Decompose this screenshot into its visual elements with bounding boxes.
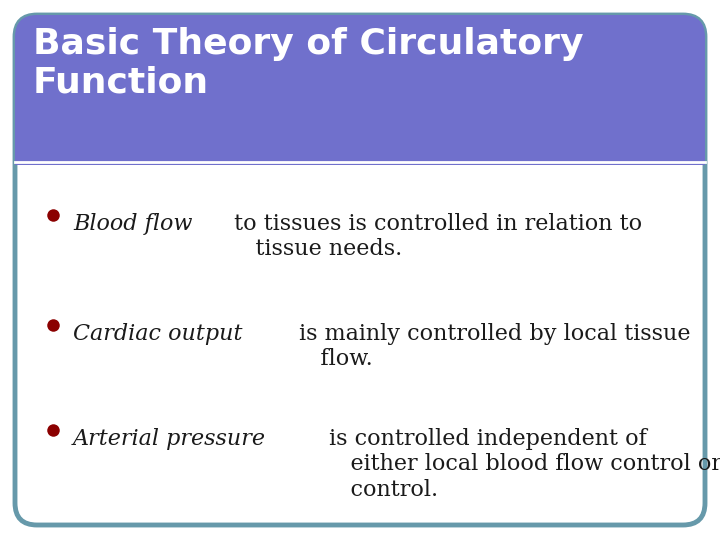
- Text: Arterial pressure: Arterial pressure: [73, 428, 266, 450]
- Text: Cardiac output: Cardiac output: [73, 323, 243, 345]
- Text: Basic Theory of Circulatory
Function: Basic Theory of Circulatory Function: [33, 27, 583, 99]
- FancyBboxPatch shape: [15, 15, 705, 165]
- FancyBboxPatch shape: [15, 15, 705, 525]
- Text: to tissues is controlled in relation to
    tissue needs.: to tissues is controlled in relation to …: [227, 213, 642, 260]
- Text: is controlled independent of
    either local blood flow control or cardiac outp: is controlled independent of either loca…: [322, 428, 720, 501]
- Text: Blood flow: Blood flow: [73, 213, 192, 235]
- Bar: [15, 90, 705, 165]
- Text: is mainly controlled by local tissue
    flow.: is mainly controlled by local tissue flo…: [292, 323, 690, 370]
